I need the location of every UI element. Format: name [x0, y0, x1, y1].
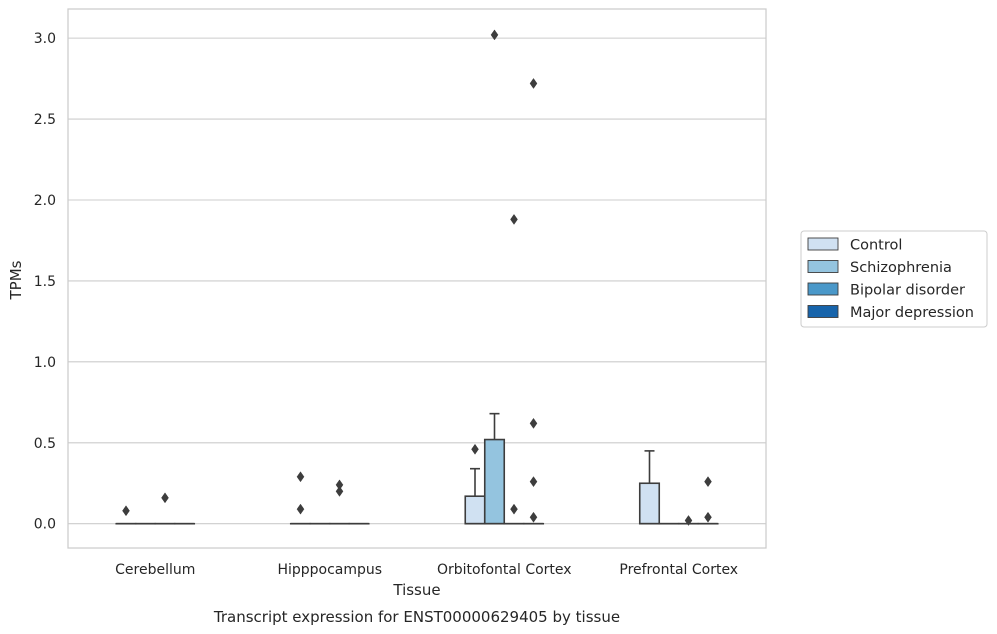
outlier-point [529, 78, 538, 89]
box-body [483, 438, 506, 525]
outlier-point [161, 492, 169, 504]
outlier-point [510, 213, 518, 225]
outlier-point [684, 515, 693, 526]
box-major-depression [522, 78, 545, 525]
outlier-point [529, 511, 538, 523]
legend-frame [800, 230, 988, 328]
x-axis-title: Tissue [392, 581, 440, 599]
legend-swatch [807, 305, 839, 318]
y-tick-label: 0.5 [34, 436, 56, 452]
box-control [638, 450, 661, 525]
box-control [289, 471, 312, 525]
outlier-point [490, 29, 499, 41]
y-tick-labels: 0.0 0.5 1.0 1.5 2.0 2.5 3.0 [34, 31, 56, 533]
box-bipolar-disorder [677, 515, 700, 526]
grid-lines [68, 37, 766, 525]
outlier-point [529, 476, 538, 488]
y-tick-label: 1.0 [34, 355, 56, 371]
legend: Control Schizophrenia Bipolar disorder Majo… [800, 230, 988, 328]
box-elements [115, 29, 719, 526]
y-tick-label: 2.5 [34, 112, 56, 128]
plot-frame [67, 8, 767, 549]
box-control [115, 505, 137, 525]
box-control [464, 443, 486, 525]
x-tick-label: Hipppocampus [277, 562, 382, 578]
box-body [464, 495, 486, 525]
box-schizophrenia [483, 29, 506, 525]
x-tick-label: Orbitofontal Cortex [437, 562, 572, 578]
legend-swatch [807, 237, 839, 251]
box-bipolar-disorder [154, 492, 176, 525]
outlier-point [704, 476, 712, 488]
outlier-point [510, 503, 518, 515]
outlier-point [296, 503, 305, 515]
box-bipolar-disorder [503, 213, 525, 525]
y-axis-title: TPMs [7, 260, 25, 300]
legend-swatch [807, 282, 839, 296]
y-tick-label: 1.5 [34, 274, 56, 290]
x-tick-label: Cerebellum [115, 562, 195, 578]
x-tick-label: Prefrontal Cortex [619, 562, 738, 578]
chart-caption: Transcript expression for ENST0000062940… [213, 608, 620, 626]
legend-label: Major depression [850, 305, 974, 321]
outlier-point [296, 471, 305, 483]
box-major-depression [697, 476, 719, 525]
y-tick-label: 2.0 [34, 193, 56, 209]
x-tick-labels: Cerebellum Hipppocampus Orbitofontal Corte… [115, 562, 738, 578]
outlier-point [335, 485, 344, 497]
outlier-point [122, 505, 130, 517]
legend-label: Schizophrenia [850, 260, 952, 276]
outlier-point [471, 443, 479, 455]
box-bipolar-disorder [328, 479, 351, 525]
outlier-point [704, 511, 712, 523]
box-body [638, 482, 661, 525]
legend-label: Control [850, 238, 902, 254]
y-tick-label: 0.0 [34, 517, 56, 533]
y-tick-label: 3.0 [34, 31, 56, 47]
legend-label: Bipolar disorder [850, 283, 965, 299]
outlier-point [335, 479, 344, 491]
legend-swatch [807, 260, 839, 273]
outlier-point [529, 417, 538, 429]
